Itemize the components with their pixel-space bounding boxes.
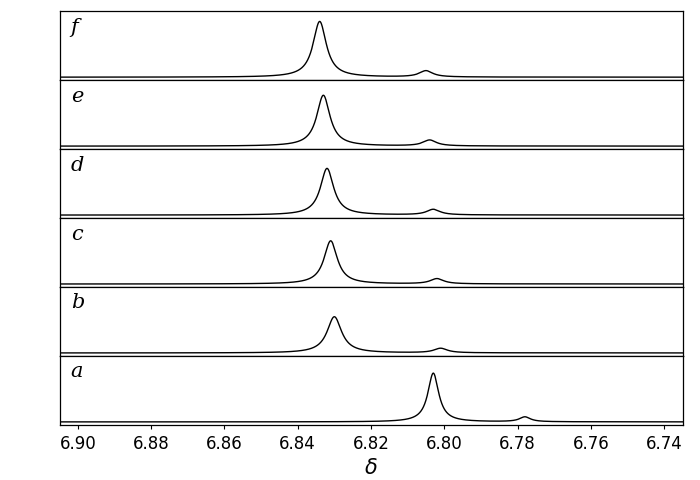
Text: f: f [71, 18, 78, 36]
Text: a: a [71, 361, 83, 381]
Text: c: c [71, 224, 83, 243]
Text: d: d [71, 155, 84, 174]
Text: e: e [71, 86, 83, 106]
X-axis label: δ: δ [365, 457, 377, 477]
Text: b: b [71, 293, 84, 312]
